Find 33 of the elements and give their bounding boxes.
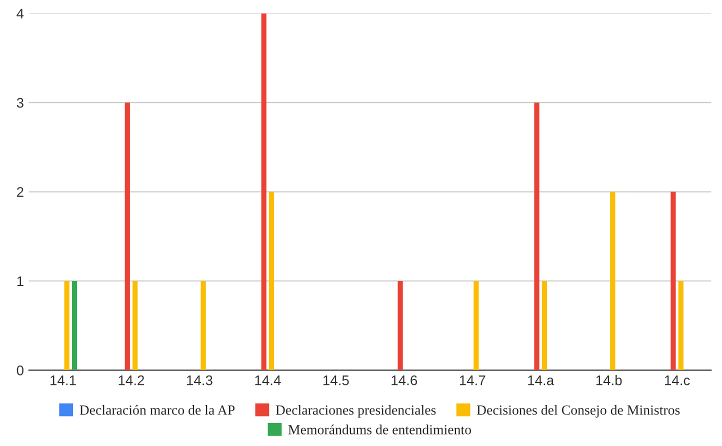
bar [610, 192, 616, 370]
x-tick-label: 14.a [528, 376, 554, 386]
bar [670, 192, 676, 370]
legend-label: Memorándums de entendimiento [288, 424, 472, 434]
bar [261, 13, 266, 370]
bar [474, 280, 479, 370]
x-tick-label: 14.2 [118, 375, 144, 386]
bar [132, 280, 138, 370]
x-tick-label: 14.6 [392, 375, 418, 386]
x-tick-label: 14.1 [50, 376, 76, 386]
x-tick-label: 14.3 [186, 375, 212, 386]
x-tick-label: 14.c [664, 376, 690, 386]
legend-label: Declaración marco de la AP [80, 404, 235, 415]
y-tick-label: 0 [16, 366, 24, 376]
y-tick-label: 4 [16, 8, 24, 18]
bar [678, 280, 684, 370]
x-tick-label: 14.b [596, 375, 622, 386]
bar [200, 280, 206, 370]
bar [124, 102, 130, 370]
x-tick-label: 14.7 [460, 376, 486, 386]
x-tick-label: 14.5 [323, 376, 349, 386]
legend-label: Declaraciones presidenciales [276, 405, 436, 418]
legend-label: Decisiones del Consejo de Ministros [476, 405, 680, 418]
bar [64, 280, 70, 370]
y-tick-label: 3 [16, 98, 24, 108]
bar [268, 192, 274, 370]
bar [398, 280, 403, 370]
x-tick-label: 14.4 [255, 376, 281, 386]
bar [534, 102, 540, 370]
y-tick-label: 2 [16, 187, 24, 197]
y-tick-label: 1 [17, 276, 24, 286]
bar [72, 280, 78, 370]
bar [542, 280, 547, 370]
